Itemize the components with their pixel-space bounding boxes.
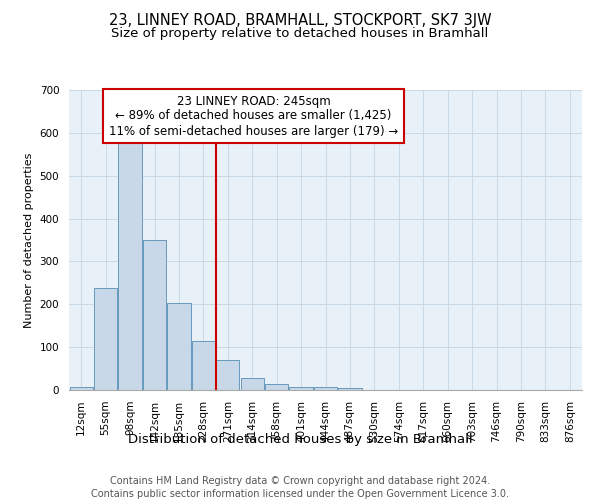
Bar — [265, 384, 288, 390]
Bar — [314, 388, 337, 390]
Text: Size of property relative to detached houses in Bramhall: Size of property relative to detached ho… — [112, 28, 488, 40]
Bar — [192, 340, 215, 390]
Bar — [70, 387, 93, 390]
Bar — [118, 142, 142, 390]
Y-axis label: Number of detached properties: Number of detached properties — [24, 152, 34, 328]
Bar — [241, 378, 264, 390]
Text: 23, LINNEY ROAD, BRAMHALL, STOCKPORT, SK7 3JW: 23, LINNEY ROAD, BRAMHALL, STOCKPORT, SK… — [109, 12, 491, 28]
Bar — [143, 240, 166, 390]
Text: Contains public sector information licensed under the Open Government Licence 3.: Contains public sector information licen… — [91, 489, 509, 499]
Text: Contains HM Land Registry data © Crown copyright and database right 2024.: Contains HM Land Registry data © Crown c… — [110, 476, 490, 486]
Text: 23 LINNEY ROAD: 245sqm
← 89% of detached houses are smaller (1,425)
11% of semi-: 23 LINNEY ROAD: 245sqm ← 89% of detached… — [109, 94, 398, 138]
Bar — [338, 388, 362, 390]
Bar — [289, 386, 313, 390]
Bar — [167, 303, 191, 390]
Bar — [216, 360, 239, 390]
Bar — [94, 288, 117, 390]
Text: Distribution of detached houses by size in Bramhall: Distribution of detached houses by size … — [128, 432, 472, 446]
